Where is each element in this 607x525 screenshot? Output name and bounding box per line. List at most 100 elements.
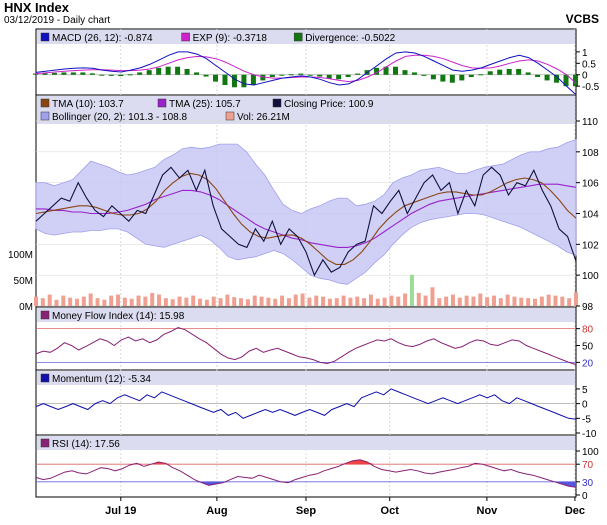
volume-bar xyxy=(163,298,168,306)
mfi-legend-label: Money Flow Index (14): 15.98 xyxy=(52,311,185,322)
volume-bar xyxy=(478,293,483,306)
volume-bar xyxy=(157,294,162,306)
price-legend-swatch xyxy=(40,111,50,121)
volume-bar xyxy=(129,298,134,306)
divergence-bar xyxy=(165,66,171,75)
volume-bar xyxy=(88,293,93,306)
volume-bar xyxy=(574,292,578,306)
volume-bar xyxy=(184,297,189,306)
volume-bar xyxy=(218,298,223,306)
volume-bar xyxy=(519,297,524,306)
divergence-bar xyxy=(33,73,38,75)
divergence-bar xyxy=(487,71,493,75)
price-ytick-label: 104 xyxy=(582,210,599,221)
volume-bar xyxy=(382,297,387,306)
x-tick-label: Jul 19 xyxy=(105,505,136,517)
mfi-ytick-label: 80 xyxy=(582,325,594,336)
volume-bar xyxy=(403,293,408,306)
divergence-bar xyxy=(563,74,569,87)
volume-tick-label: 0M xyxy=(19,302,33,313)
divergence-bar xyxy=(250,74,256,85)
volume-bar xyxy=(177,296,182,306)
macd-legend-bg xyxy=(37,30,575,44)
price-ytick-label: 108 xyxy=(582,148,599,159)
x-tick-label: Aug xyxy=(206,505,227,517)
volume-bar xyxy=(526,298,531,306)
volume-bar xyxy=(471,296,476,306)
rsi-ytick-label: 0 xyxy=(582,491,588,502)
volume-bar xyxy=(252,295,257,306)
divergence-bar xyxy=(288,74,294,76)
macd-ytick-label: 0 xyxy=(582,71,588,82)
volume-bar xyxy=(314,295,319,306)
divergence-bar xyxy=(449,74,455,83)
price-legend-swatch xyxy=(157,98,167,108)
divergence-bar xyxy=(497,69,503,75)
volume-bar xyxy=(430,287,435,306)
macd-legend-swatch xyxy=(293,32,303,42)
macd-legend-swatch xyxy=(181,32,190,42)
price-legend-swatch xyxy=(40,98,50,108)
divergence-bar xyxy=(535,74,541,77)
closing-price-line xyxy=(35,166,577,277)
macd-ytick-label: -0.5 xyxy=(582,82,600,93)
price-legend-swatch xyxy=(272,98,282,108)
volume-bar xyxy=(307,297,312,306)
volume-bar xyxy=(546,294,551,306)
volume-bar xyxy=(143,296,148,306)
divergence-bar xyxy=(213,74,218,82)
volume-bar xyxy=(47,294,52,306)
momentum-ytick-label: -10 xyxy=(582,429,597,440)
divergence-bar xyxy=(241,74,247,88)
price-ytick-label: 106 xyxy=(582,179,599,190)
x-tick-label: Sep xyxy=(296,505,316,517)
mfi-ytick-label: 20 xyxy=(582,358,594,369)
volume-bar xyxy=(457,297,462,306)
volume-bar xyxy=(389,295,394,306)
volume-bar xyxy=(560,296,565,306)
x-tick-label: Dec xyxy=(565,505,585,517)
volume-bar xyxy=(239,298,244,306)
divergence-bar xyxy=(127,74,133,76)
momentum-legend-label: Momentum (12): -5.34 xyxy=(52,374,151,385)
volume-bar xyxy=(198,298,203,306)
volume-bar xyxy=(464,295,469,306)
macd-legend-label: EXP (9): -0.3718 xyxy=(193,33,268,44)
bollinger-band xyxy=(35,138,577,285)
mfi-ytick-label: 50 xyxy=(582,342,594,353)
price-legend-swatch xyxy=(225,111,235,121)
volume-bar xyxy=(539,296,544,306)
volume-bar xyxy=(362,298,367,306)
volume-tick-label: 50M xyxy=(14,276,33,287)
price-ytick-label: 100 xyxy=(582,271,599,282)
volume-bar xyxy=(423,295,428,306)
divergence-bar xyxy=(203,74,209,77)
chart-title: HNX Index xyxy=(4,0,70,15)
volume-bar xyxy=(259,296,264,306)
divergence-bar xyxy=(175,66,181,75)
divergence-bar xyxy=(99,74,105,76)
rsi-legend-label: RSI (14): 17.56 xyxy=(52,439,120,450)
volume-bar xyxy=(61,295,66,306)
price-ytick-label: 102 xyxy=(582,240,599,251)
volume-bar xyxy=(512,296,517,306)
volume-bar xyxy=(341,295,346,306)
divergence-bar xyxy=(118,74,124,77)
price-legend-label: TMA (10): 103.7 xyxy=(52,99,124,110)
volume-bar xyxy=(116,294,121,306)
divergence-bar xyxy=(345,74,351,77)
macd-legend-label: MACD (26, 12): -0.874 xyxy=(52,33,153,44)
volume-bar xyxy=(204,299,209,306)
divergence-bar xyxy=(184,69,190,75)
divergence-bar xyxy=(336,74,342,80)
divergence-bar xyxy=(478,74,484,76)
macd-legend-label: Divergence: -0.5022 xyxy=(305,33,395,44)
volume-bar xyxy=(280,295,285,306)
rsi-legend-swatch xyxy=(40,438,50,448)
price-legend-label: TMA (25): 105.7 xyxy=(169,99,241,110)
volume-bar xyxy=(95,298,100,306)
divergence-bar xyxy=(298,73,304,75)
rsi-ytick-label: 30 xyxy=(582,478,594,489)
volume-bar xyxy=(225,294,230,306)
divergence-bar xyxy=(383,66,389,75)
